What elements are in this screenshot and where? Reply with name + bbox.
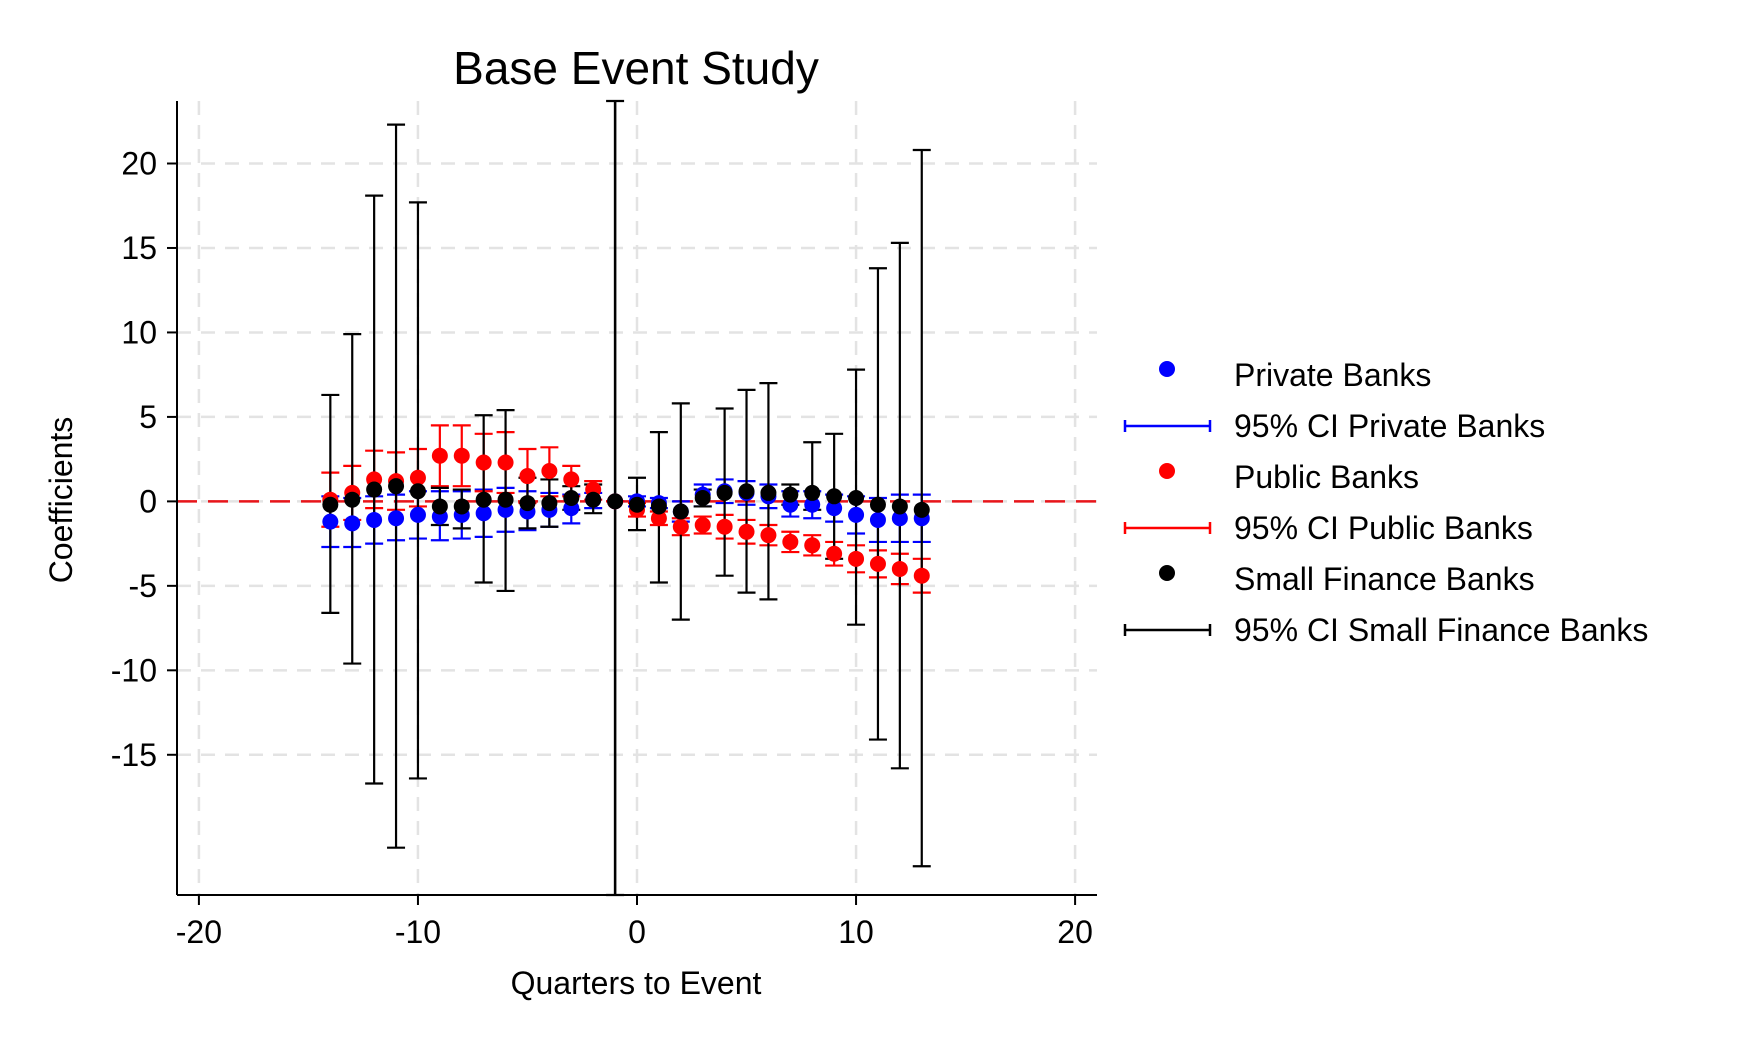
data-point [585, 491, 602, 508]
data-point [913, 567, 930, 584]
legend-ci-symbol [1123, 624, 1212, 636]
data-point [541, 495, 558, 512]
data-point [541, 462, 558, 479]
legend-marker [1159, 565, 1175, 581]
data-point [826, 500, 843, 517]
data-point [409, 483, 426, 500]
data-point [388, 510, 405, 527]
y-tick-label: 20 [121, 146, 157, 182]
data-point [344, 491, 361, 508]
data-point [672, 518, 689, 535]
data-point [869, 511, 886, 528]
data-point [716, 518, 733, 535]
legend-marker [1159, 361, 1175, 377]
data-point [650, 498, 667, 515]
data-point [738, 483, 755, 500]
data-point [869, 555, 886, 572]
data-point [629, 496, 645, 513]
data-point [519, 495, 536, 512]
data-point [738, 523, 755, 540]
x-axis-label: Quarters to Event [511, 965, 762, 1001]
legend-ci-symbol [1123, 522, 1212, 534]
data-point [694, 490, 711, 506]
legend-label: 95% CI Public Banks [1234, 510, 1533, 546]
data-point [804, 484, 821, 501]
legend-label: Small Finance Banks [1234, 561, 1535, 597]
data-point [826, 488, 843, 505]
data-point [760, 484, 777, 501]
data-point [760, 527, 777, 544]
legend-label: 95% CI Small Finance Banks [1234, 612, 1648, 648]
data-point [563, 490, 580, 506]
data-point [716, 484, 733, 501]
x-tick-label: -20 [176, 914, 222, 950]
data-point [453, 498, 470, 515]
data-point [848, 490, 865, 506]
legend-label: 95% CI Private Banks [1234, 408, 1545, 444]
data-point [563, 471, 580, 488]
data-point [650, 510, 667, 527]
legend-ci-symbol [1123, 420, 1212, 432]
data-point [672, 503, 689, 520]
y-tick-label: -10 [111, 652, 157, 688]
data-point [782, 533, 799, 550]
y-tick-label: -5 [129, 568, 157, 604]
data-point [848, 506, 865, 523]
data-point [497, 454, 514, 471]
data-point [607, 493, 624, 510]
data-point [804, 496, 821, 513]
data-point [322, 496, 339, 513]
x-tick-label: 20 [1057, 914, 1093, 950]
coefficient-points [322, 447, 930, 584]
axes: 20 15 10 5 0 -5 -10 -15 -20 -10 0 10 20 [111, 101, 1097, 950]
x-tick-label: -10 [395, 914, 441, 950]
y-tick-label: 0 [139, 483, 157, 519]
chart-title: Base Event Study [453, 42, 819, 94]
data-point [913, 501, 930, 518]
data-point [782, 486, 799, 503]
data-point [366, 481, 383, 498]
data-point [475, 491, 492, 508]
y-tick-label: 15 [121, 230, 157, 266]
legend: Private Banks 95% CI Private Banks Public … [1123, 357, 1648, 648]
data-point [366, 511, 383, 528]
data-point [475, 505, 492, 522]
legend-label: Private Banks [1234, 357, 1431, 393]
data-point [453, 447, 470, 464]
y-tick-label: -15 [111, 737, 157, 773]
data-point [848, 550, 865, 567]
x-tick-label: 0 [628, 914, 646, 950]
data-point [409, 506, 426, 523]
data-point [431, 498, 448, 515]
data-point [344, 515, 361, 532]
data-point [869, 496, 886, 513]
data-point [475, 454, 492, 471]
data-point [519, 468, 536, 485]
y-axis-label: Coefficients [43, 417, 79, 584]
data-point [826, 545, 843, 562]
data-point [891, 510, 908, 527]
legend-marker [1159, 463, 1175, 479]
data-point [804, 537, 821, 554]
data-point [891, 498, 908, 515]
data-point [694, 517, 711, 534]
data-point [431, 447, 448, 464]
legend-label: Public Banks [1234, 459, 1419, 495]
data-point [409, 469, 426, 486]
y-tick-label: 5 [139, 399, 157, 435]
y-tick-label: 10 [121, 314, 157, 350]
data-point [497, 491, 514, 508]
data-point [322, 513, 339, 530]
data-point [891, 560, 908, 577]
x-tick-label: 10 [838, 914, 874, 950]
data-point [388, 478, 405, 495]
